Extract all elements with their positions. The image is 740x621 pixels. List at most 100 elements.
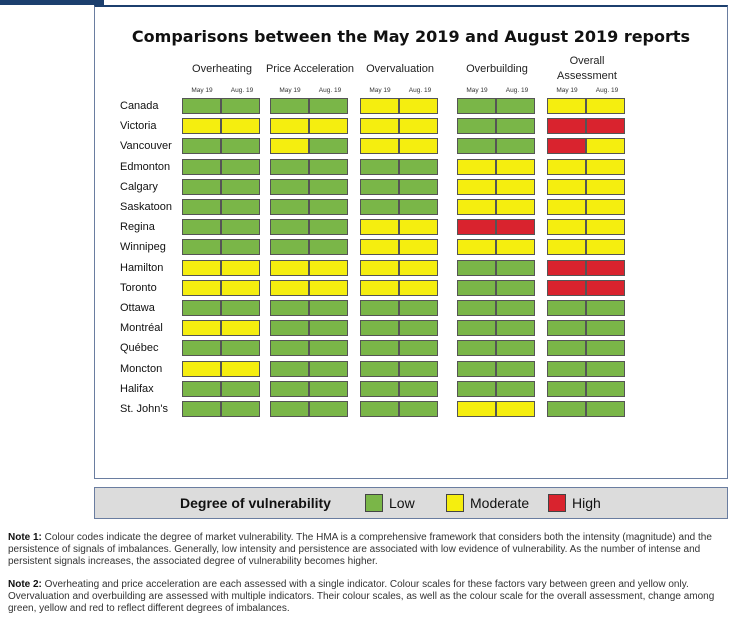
heatmap-cell [457, 401, 496, 417]
heatmap-cell [309, 178, 348, 195]
heatmap-cell [182, 219, 221, 236]
heatmap-cell [221, 158, 260, 175]
legend-swatch [365, 494, 383, 512]
heatmap-cell [221, 98, 260, 114]
heatmap-cell [586, 118, 625, 135]
heatmap-cell [399, 138, 438, 155]
heatmap-cell [309, 340, 348, 357]
row-label: Ottawa [120, 302, 155, 314]
heatmap-cell [182, 118, 221, 135]
heatmap-cell [270, 401, 309, 417]
heatmap-cell [182, 239, 221, 256]
heatmap-cell [457, 360, 496, 377]
heatmap-cell [496, 98, 535, 114]
heatmap-cell [360, 98, 399, 114]
heatmap-cell [547, 360, 586, 377]
heatmap-cell [586, 199, 625, 215]
heatmap-cell [182, 340, 221, 357]
heatmap-cell [270, 259, 309, 276]
legend-swatch [446, 494, 464, 512]
heatmap-cell [221, 118, 260, 135]
heatmap-cell [221, 138, 260, 155]
header-accent-tab [0, 0, 104, 5]
heatmap-cell [547, 219, 586, 236]
heatmap-cell [547, 259, 586, 276]
row-label: Victoria [120, 120, 157, 133]
heatmap-cell [496, 239, 535, 256]
heatmap-cell [309, 401, 348, 417]
heatmap-cell [457, 98, 496, 114]
heatmap-cell [496, 279, 535, 296]
heatmap-cell [270, 360, 309, 377]
heatmap-cell [547, 279, 586, 296]
heatmap-cell [586, 340, 625, 357]
heatmap-cell [309, 138, 348, 155]
heatmap-cell [270, 199, 309, 215]
period-label: Aug. 19 [318, 87, 342, 94]
heatmap-cell [496, 259, 535, 276]
legend-label: High [572, 495, 601, 511]
heatmap-cell [221, 300, 260, 316]
column-header: Overvaluation [366, 62, 434, 75]
period-label: May 19 [556, 87, 578, 94]
period-label: Aug. 19 [230, 87, 254, 94]
heatmap-cell [586, 158, 625, 175]
heatmap-cell [586, 138, 625, 155]
heatmap-cell [182, 401, 221, 417]
heatmap-cell [309, 118, 348, 135]
heatmap-cell [182, 360, 221, 377]
heatmap-cell [270, 279, 309, 296]
row-label: St. John's [120, 403, 168, 415]
note-2-label: Note 2: [8, 579, 42, 590]
heatmap-cell [399, 118, 438, 135]
note-1-text: Colour codes indicate the degree of mark… [8, 532, 712, 567]
heatmap-cell [360, 199, 399, 215]
heatmap-cell [586, 401, 625, 417]
heatmap-cell [547, 380, 586, 397]
heatmap-cell [496, 138, 535, 155]
heatmap-cell [399, 219, 438, 236]
heatmap-cell [457, 158, 496, 175]
column-header: Price Acceleration [265, 62, 355, 75]
heatmap-cell [457, 219, 496, 236]
heatmap-cell [496, 401, 535, 417]
legend-label: Low [389, 495, 415, 511]
heatmap-cell [399, 380, 438, 397]
heatmap-cell [547, 199, 586, 215]
heatmap-cell [399, 158, 438, 175]
heatmap-cell [270, 138, 309, 155]
heatmap-cell [221, 320, 260, 337]
heatmap-cell [309, 380, 348, 397]
heatmap-cell [547, 98, 586, 114]
heatmap-cell [360, 219, 399, 236]
heatmap-cell [586, 219, 625, 236]
heatmap-cell [496, 118, 535, 135]
heatmap-cell [399, 401, 438, 417]
legend-label: Moderate [470, 495, 530, 511]
heatmap-cell [399, 360, 438, 377]
heatmap-cell [586, 380, 625, 397]
heatmap-cell [270, 118, 309, 135]
row-label: Canada [120, 100, 159, 112]
heatmap-cell [496, 320, 535, 337]
heatmap-cell [496, 340, 535, 357]
heatmap-cell [399, 178, 438, 195]
column-header: Overheating [192, 62, 252, 75]
heatmap-cell [221, 401, 260, 417]
heatmap-cell [586, 300, 625, 316]
heatmap-cell [360, 380, 399, 397]
heatmap-cell [496, 199, 535, 215]
heatmap-cell [309, 259, 348, 276]
heatmap-cell [182, 300, 221, 316]
heatmap-cell [547, 340, 586, 357]
heatmap-cell [586, 98, 625, 114]
heatmap-cell [457, 279, 496, 296]
heatmap-cell [399, 320, 438, 337]
row-label: Toronto [120, 281, 157, 294]
row-label: Hamilton [120, 261, 164, 274]
heatmap-cell [457, 239, 496, 256]
heatmap-cell [221, 178, 260, 195]
heatmap-cell [360, 138, 399, 155]
heatmap-cell [270, 380, 309, 397]
heatmap-cell [547, 300, 586, 316]
